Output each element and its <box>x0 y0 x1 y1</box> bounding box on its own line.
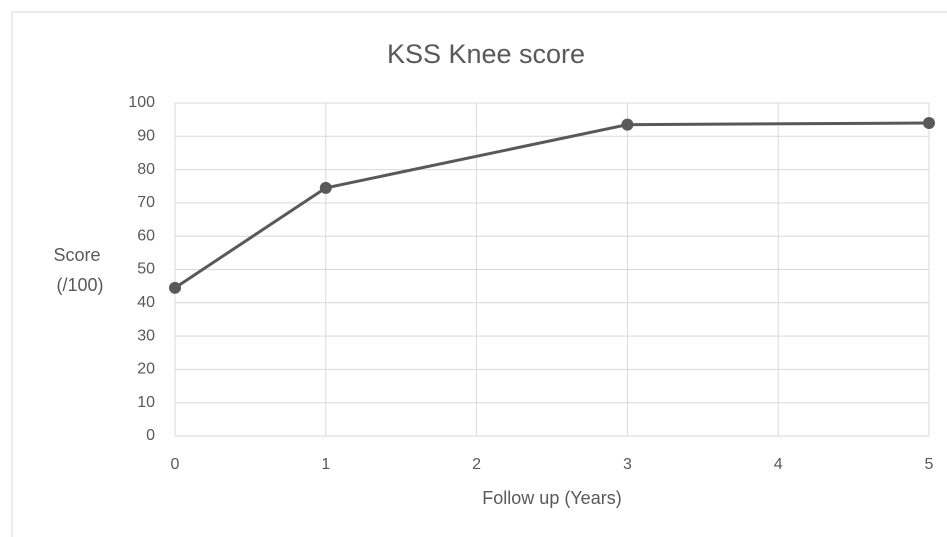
x-tick-label: 2 <box>472 456 481 473</box>
data-point <box>923 116 935 129</box>
data-point <box>319 181 332 194</box>
data-line <box>174 121 930 290</box>
y-tick-label: 70 <box>137 194 155 211</box>
y-tick-label: 80 <box>137 161 155 178</box>
y-axis-label: Score <box>53 245 100 265</box>
x-tick-label: 3 <box>623 456 632 473</box>
y-tick-label: 100 <box>128 94 155 111</box>
x-tick-label: 4 <box>774 456 783 473</box>
y-tick-label: 60 <box>137 227 155 244</box>
y-tick-label: 90 <box>137 128 155 145</box>
chart-area <box>11 11 947 537</box>
x-tick-label: 0 <box>171 456 180 473</box>
y-tick-label: 30 <box>137 327 155 344</box>
y-tick-label: 50 <box>137 261 155 278</box>
y-tick-label: 10 <box>137 394 155 411</box>
data-point <box>621 118 634 131</box>
x-tick-label: 5 <box>925 456 934 473</box>
x-axis-label: Follow up (Years) <box>482 488 621 508</box>
chart-title: KSS Knee score <box>387 39 585 69</box>
y-tick-label: 40 <box>137 294 155 311</box>
data-point <box>169 281 181 294</box>
y-tick-label: 0 <box>146 427 155 444</box>
y-axis-label: (/100) <box>56 275 103 295</box>
x-tick-label: 1 <box>321 456 330 473</box>
y-tick-label: 20 <box>137 361 155 378</box>
